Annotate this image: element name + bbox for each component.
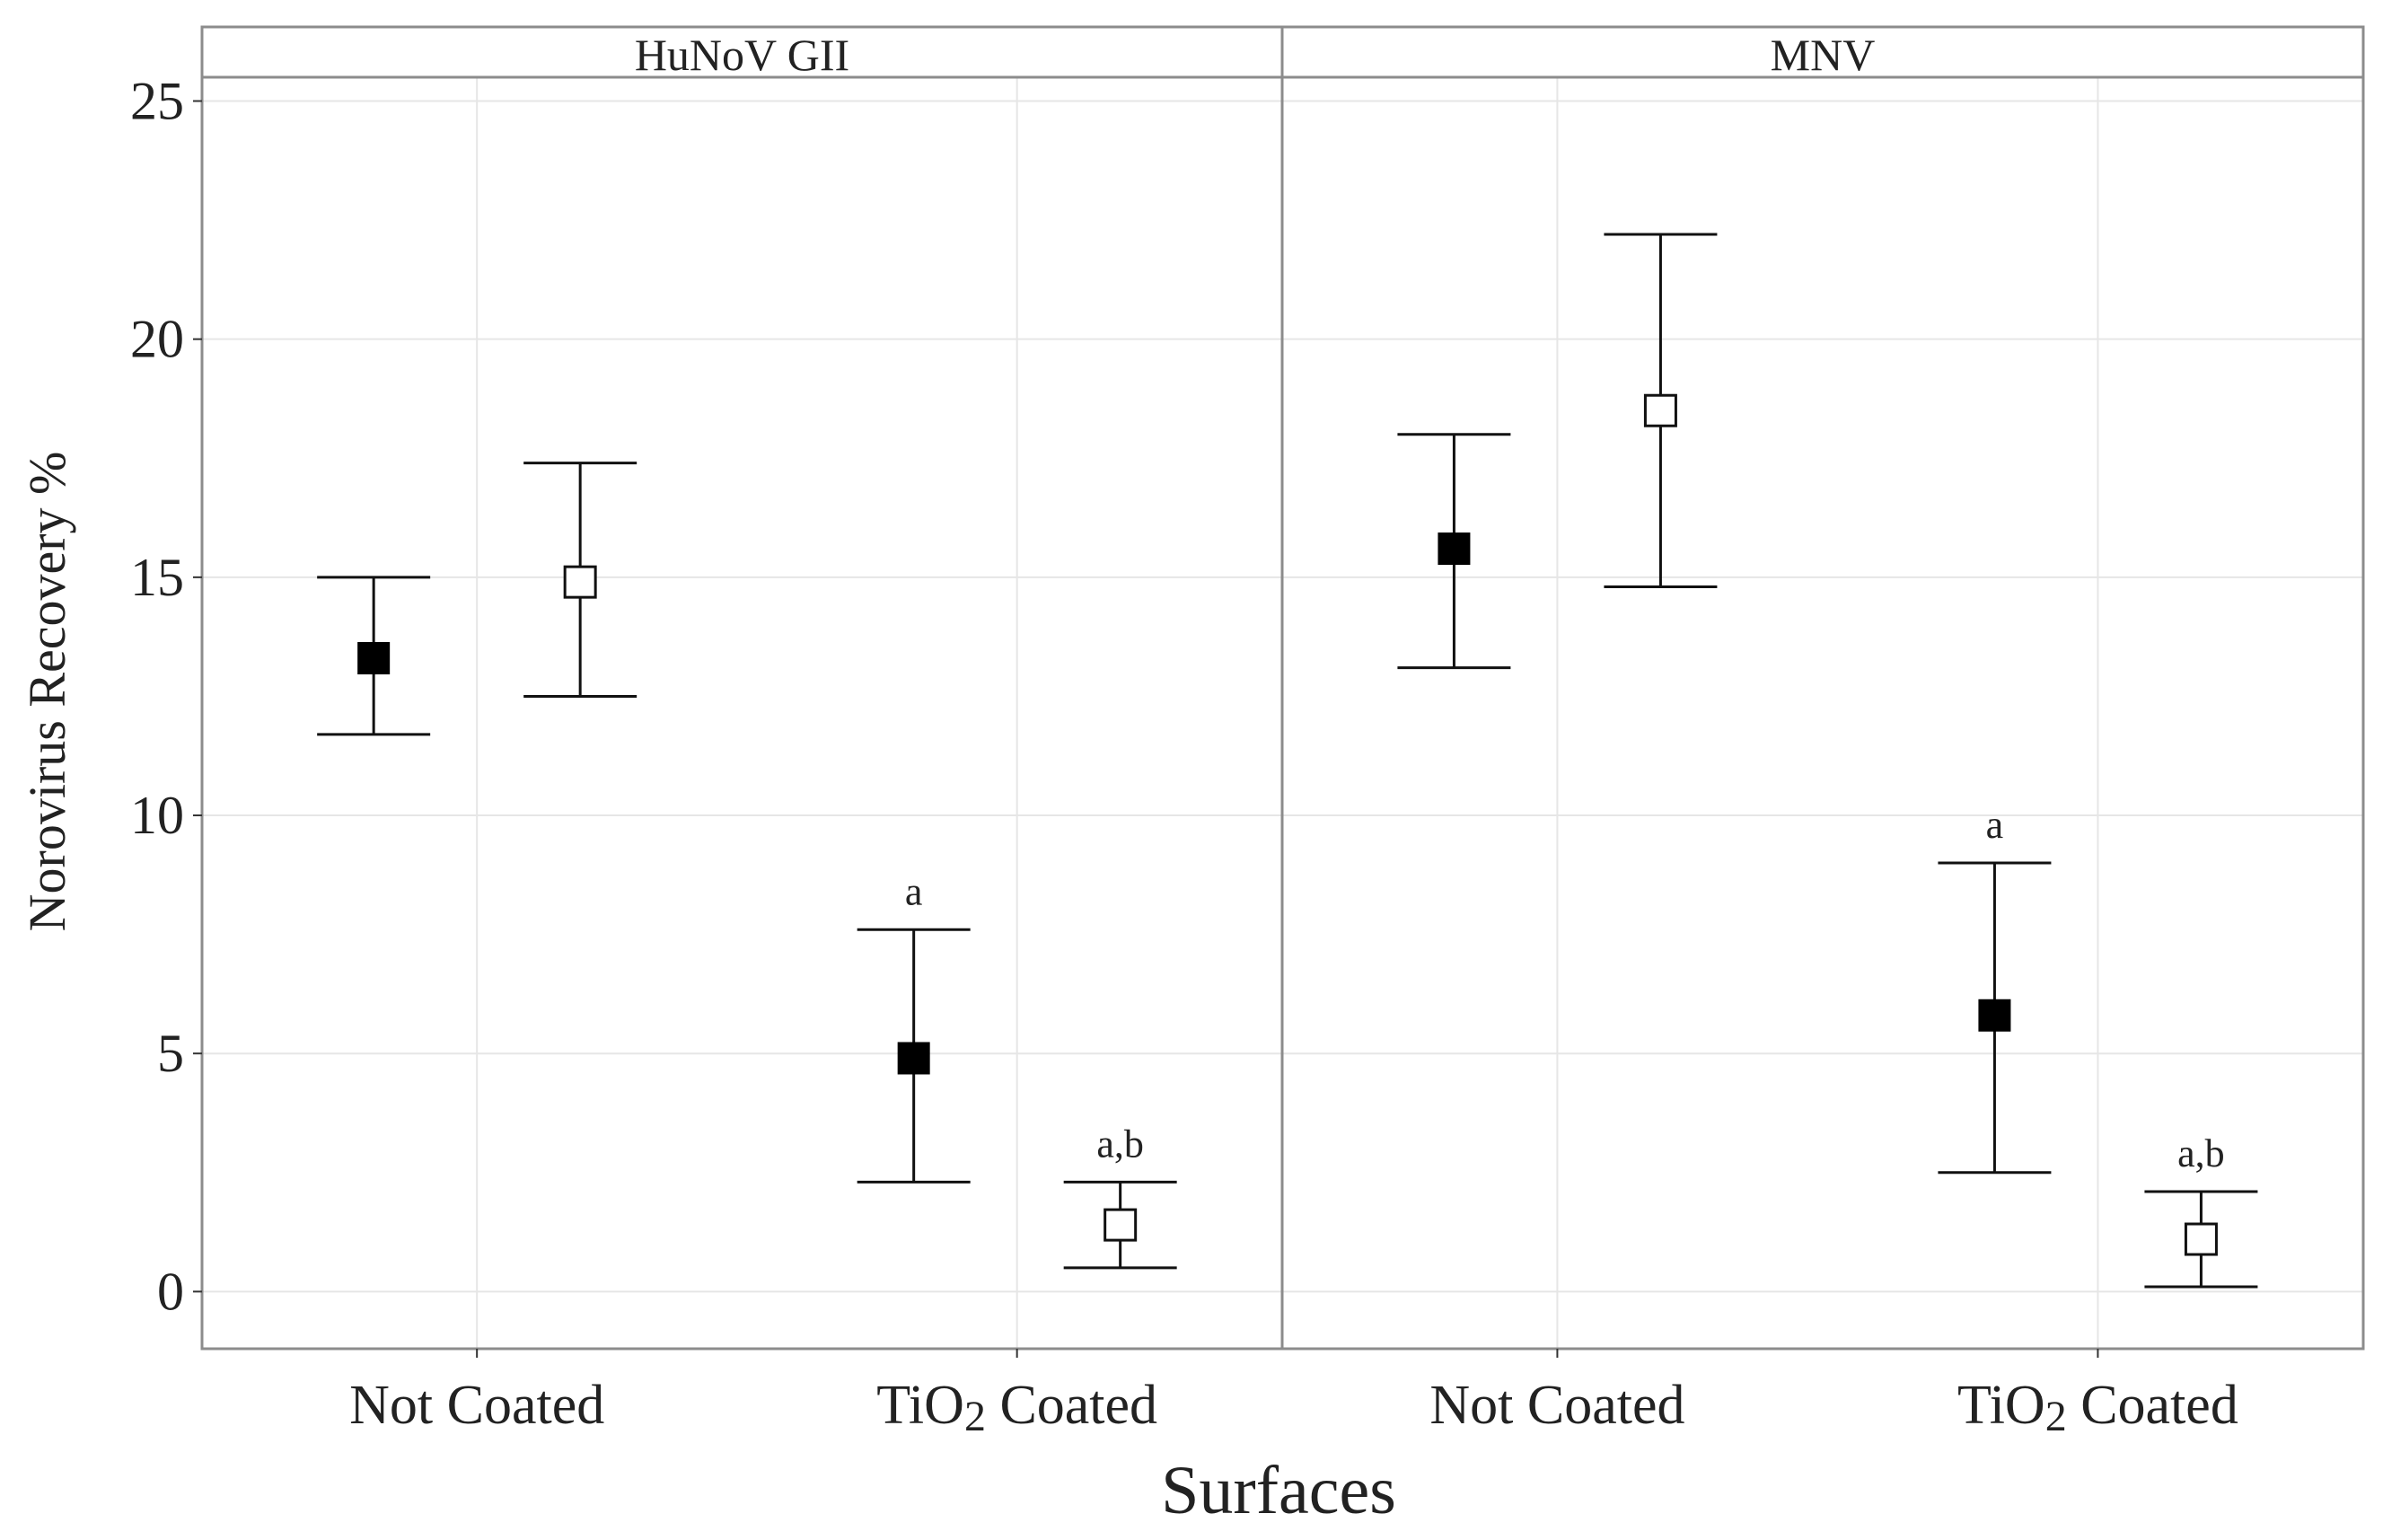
frame-layer	[193, 25, 2365, 1358]
x-tick-label: TiO2 Coated	[876, 1375, 1157, 1440]
facet-title: HuNoV GII	[635, 30, 849, 80]
marks-layer	[317, 233, 2258, 1289]
x-axis-title: Surfaces	[1161, 1453, 1396, 1528]
point-marker-filled	[1438, 532, 1471, 566]
x-tick-label: Not Coated	[349, 1375, 604, 1436]
x-tick-label-subscript: 2	[2045, 1393, 2067, 1440]
grid-layer	[202, 77, 2363, 1349]
point-marker-filled	[357, 642, 391, 675]
x-tick-label: TiO2 Coated	[1957, 1375, 2238, 1440]
y-tick-label: 10	[130, 786, 184, 845]
significance-label: a,b	[1096, 1122, 1144, 1166]
y-tick-label: 20	[130, 310, 184, 369]
facet-title: MNV	[1771, 30, 1876, 80]
x-tick-label-rest: Coated	[986, 1375, 1157, 1436]
facet-strip	[1280, 25, 2365, 79]
y-tick-label: 15	[130, 548, 184, 607]
point-marker-filled	[897, 1042, 930, 1075]
point-marker-open	[563, 565, 597, 599]
panel-border	[1280, 75, 2365, 1351]
significance-label: a,b	[2177, 1131, 2225, 1175]
x-tick-label: Not Coated	[1429, 1375, 1684, 1436]
point-marker-filled	[1978, 999, 2011, 1032]
point-marker-open	[1643, 393, 1677, 427]
x-tick-label-rest: Coated	[2067, 1375, 2238, 1436]
y-tick-label: 25	[130, 72, 184, 131]
x-tick-label-subscript: 2	[964, 1393, 986, 1440]
point-marker-open	[1104, 1208, 1138, 1242]
point-marker-open	[2184, 1222, 2218, 1256]
y-tick-label: 0	[157, 1262, 184, 1321]
x-tick-label-main: TiO	[1957, 1375, 2045, 1436]
significance-label: a	[1986, 803, 2004, 847]
significance-label: a	[905, 869, 923, 913]
y-axis-title: Norovirus Recovery %	[18, 452, 76, 932]
x-tick-label-main: TiO	[876, 1375, 964, 1436]
y-tick-label: 5	[157, 1024, 184, 1083]
